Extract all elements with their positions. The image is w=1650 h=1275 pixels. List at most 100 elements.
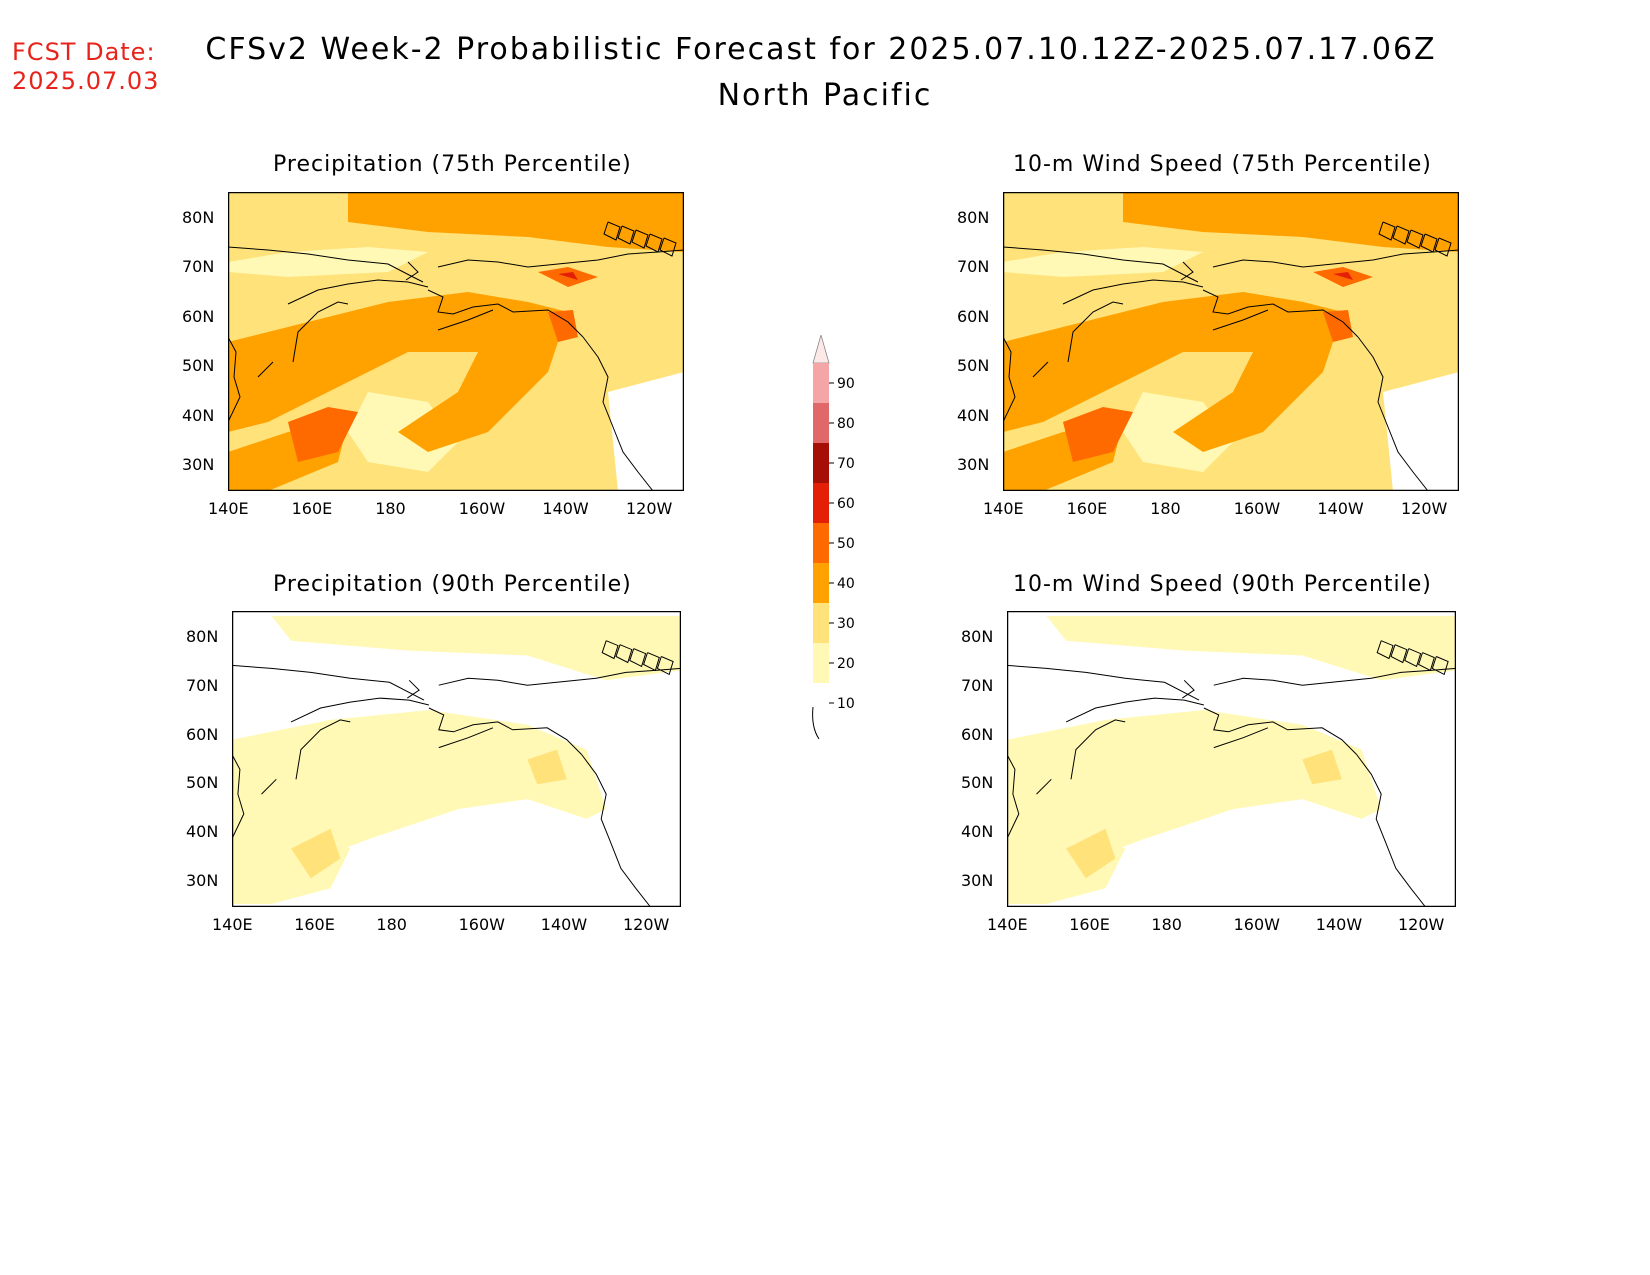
lon-tick-label: 140E bbox=[212, 915, 253, 934]
map-wind-90 bbox=[1007, 611, 1456, 907]
colorbar-swatch bbox=[813, 563, 829, 603]
lat-tick-label: 60N bbox=[186, 724, 219, 744]
lat-tick-label: 40N bbox=[957, 405, 990, 425]
colorbar-label: 50 bbox=[837, 536, 855, 552]
colorbar-bottom-cap bbox=[812, 706, 820, 740]
band-20-southwest bbox=[1066, 828, 1116, 879]
lon-tick-label: 160W bbox=[1233, 499, 1281, 518]
lon-tick-label: 160E bbox=[1069, 915, 1110, 934]
band-30-north bbox=[1123, 192, 1459, 252]
lon-tick-label: 120W bbox=[1398, 915, 1445, 934]
lat-tick-label: 60N bbox=[182, 306, 215, 326]
band-40-coast bbox=[1323, 310, 1353, 342]
band-30-central bbox=[228, 292, 568, 452]
lon-tick-label: 140E bbox=[208, 499, 249, 518]
lon-tick-label: 140W bbox=[1315, 915, 1363, 934]
band-50-spot bbox=[1333, 272, 1353, 280]
band-40-southwest bbox=[288, 407, 358, 462]
lat-tick-label: 70N bbox=[961, 675, 994, 695]
forecast-date-label: FCST Date: bbox=[12, 38, 156, 66]
lon-tick-label: 140E bbox=[987, 915, 1028, 934]
lon-tick-label: 120W bbox=[1401, 499, 1448, 518]
map-frame bbox=[232, 611, 681, 907]
lat-tick-label: 40N bbox=[961, 822, 994, 842]
lat-tick-label: 50N bbox=[182, 356, 215, 376]
lat-tick-label: 40N bbox=[186, 822, 219, 842]
lon-tick-label: 160W bbox=[458, 499, 506, 518]
lon-tick-label: 180 bbox=[1150, 499, 1181, 518]
colorbar-swatch bbox=[813, 643, 829, 683]
panel-title-precip-90: Precipitation (90th Percentile) bbox=[273, 572, 632, 597]
lon-tick-label: 120W bbox=[626, 499, 673, 518]
band-10-north bbox=[271, 615, 681, 681]
band-10-north bbox=[1003, 247, 1203, 277]
colorbar-swatch bbox=[813, 603, 829, 643]
lat-tick-label: 60N bbox=[961, 724, 994, 744]
forecast-date-block: FCST Date: 2025.07.03 bbox=[12, 38, 159, 96]
lat-tick-label: 30N bbox=[186, 871, 219, 890]
lon-tick-label: 180 bbox=[1151, 915, 1182, 934]
blank-region bbox=[608, 372, 684, 491]
map-wind-75 bbox=[1003, 192, 1459, 491]
map-precip-75 bbox=[228, 192, 684, 491]
lat-tick-label: 60N bbox=[957, 306, 990, 326]
band-30-central bbox=[1003, 292, 1343, 452]
band-20-central bbox=[527, 749, 567, 785]
lon-tick-label: 140W bbox=[1317, 499, 1364, 518]
coastline bbox=[228, 221, 684, 491]
lon-tick-label: 160E bbox=[291, 499, 333, 518]
colorbar-label: 60 bbox=[837, 496, 855, 512]
band-10-north bbox=[228, 247, 428, 277]
lat-tick-label: 30N bbox=[182, 455, 215, 474]
map-precip-90 bbox=[232, 611, 681, 907]
band-50-spot bbox=[558, 272, 578, 280]
lat-tick-label: 30N bbox=[961, 871, 994, 890]
lon-tick-label: 160W bbox=[1233, 915, 1280, 934]
lon-tick-label: 140W bbox=[540, 915, 588, 934]
band-30-north bbox=[348, 192, 684, 252]
lat-tick-label: 50N bbox=[186, 773, 219, 793]
lon-tick-label: 160W bbox=[458, 915, 505, 934]
map-frame bbox=[1003, 192, 1459, 491]
colorbar-label: 90 bbox=[837, 376, 855, 392]
lon-tick-label: 140W bbox=[542, 499, 589, 518]
coastline bbox=[232, 640, 681, 907]
colorbar-swatch bbox=[813, 523, 829, 563]
colorbar: 90 80 70 60 50 40 30 20 10 bbox=[812, 335, 855, 740]
colorbar-swatch bbox=[813, 443, 829, 483]
band-40-coast bbox=[548, 310, 578, 342]
band-20-southwest bbox=[291, 828, 341, 879]
panel-title-wind-90: 10-m Wind Speed (90th Percentile) bbox=[1013, 572, 1432, 597]
colorbar-label: 20 bbox=[837, 656, 855, 672]
band-40-southwest bbox=[1063, 407, 1133, 462]
lat-tick-label: 80N bbox=[961, 627, 994, 646]
lon-tick-label: 180 bbox=[376, 915, 407, 934]
coastline bbox=[1003, 221, 1459, 491]
colorbar-swatch bbox=[813, 483, 829, 523]
lat-tick-label: 30N bbox=[957, 455, 990, 474]
colorbar-swatch bbox=[813, 403, 829, 443]
lat-tick-label: 80N bbox=[957, 208, 990, 227]
lon-tick-label: 160E bbox=[1066, 499, 1108, 518]
lat-tick-label: 40N bbox=[182, 405, 215, 425]
lon-tick-label: 160E bbox=[294, 915, 335, 934]
lat-tick-label: 50N bbox=[961, 773, 994, 793]
lat-tick-label: 70N bbox=[186, 675, 219, 695]
colorbar-label: 40 bbox=[837, 576, 855, 592]
page-title: CFSv2 Week-2 Probabilistic Forecast for … bbox=[205, 32, 1437, 67]
lat-tick-label: 70N bbox=[957, 257, 990, 277]
lon-tick-label: 140E bbox=[983, 499, 1024, 518]
lat-tick-label: 50N bbox=[957, 356, 990, 376]
panel-title-wind-75: 10-m Wind Speed (75th Percentile) bbox=[1013, 152, 1432, 177]
band-20-central bbox=[1302, 749, 1342, 785]
colorbar-top-cap bbox=[812, 335, 830, 364]
forecast-date-value: 2025.07.03 bbox=[12, 67, 160, 95]
lon-tick-label: 120W bbox=[623, 915, 670, 934]
lat-tick-label: 80N bbox=[182, 208, 215, 227]
colorbar-label: 30 bbox=[837, 616, 855, 632]
lat-tick-label: 70N bbox=[182, 257, 215, 277]
region-subtitle: North Pacific bbox=[717, 78, 933, 113]
panel-title-precip-75: Precipitation (75th Percentile) bbox=[273, 152, 632, 177]
band-10-north bbox=[1046, 615, 1456, 681]
lat-tick-label: 80N bbox=[186, 627, 219, 646]
